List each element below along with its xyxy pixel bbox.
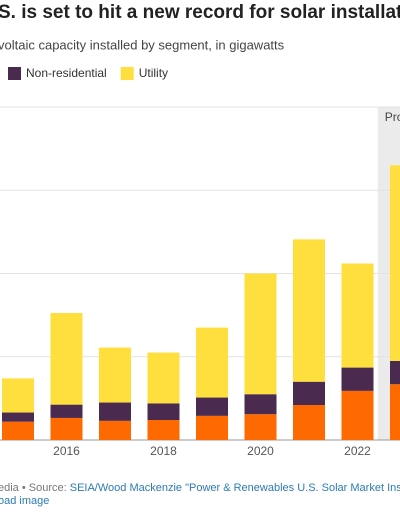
download-link[interactable]: oad image [0,495,49,507]
bar-segment [2,421,34,440]
bar-segment [293,381,325,406]
source-link[interactable]: SEIA/Wood Mackenzie "Power & Renewables … [70,482,400,494]
bar-segment [50,313,83,405]
bar-segment [147,403,180,421]
bar-segment [244,273,277,395]
legend-label: Non-residential [26,66,107,80]
bar-segment [293,239,325,382]
bar-segment [390,165,400,361]
bar-segment [2,412,34,422]
x-tick-label: 2022 [344,444,371,458]
bar-segment [244,394,277,415]
bar-segment [341,390,374,440]
bar-segment [293,405,325,440]
bar-segment [99,420,131,440]
bar-segment [99,347,131,403]
projection-label: Pro [385,110,400,124]
source-prefix: edia • Source: [0,482,70,494]
bar-segment [147,352,180,404]
bar-segment [244,414,277,440]
bar-segment [147,420,180,440]
chart-subtitle: voltaic capacity installed by segment, i… [0,37,285,52]
chart-title: S. is set to hit a new record for solar … [0,2,400,23]
bar-segment [196,327,228,398]
bar-segment [196,415,228,440]
bar-segment [390,360,400,385]
bar-segment [50,404,83,418]
legend-swatch [8,67,21,80]
bar-segment [196,397,228,416]
bar-segment [341,367,374,391]
x-tick-label: 2020 [247,444,274,458]
bar-segment [50,417,83,440]
x-tick-label: 2016 [53,444,80,458]
legend-label: Utility [139,66,168,80]
legend-swatch [120,67,134,80]
bar-segment [341,263,374,368]
bar-segment [99,402,131,421]
x-tick-label: 2018 [150,444,177,458]
footer: edia • Source: SEIA/Wood Mackenzie "Powe… [0,482,400,494]
bar-segment [2,378,34,413]
bar-segment [390,384,400,440]
